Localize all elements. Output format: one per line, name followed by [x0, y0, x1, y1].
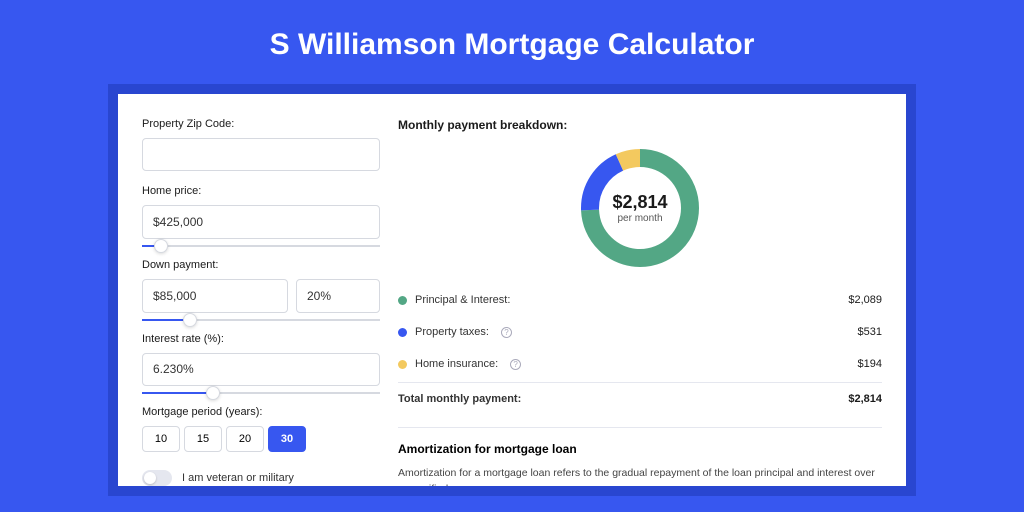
legend-value: $531 — [858, 326, 882, 338]
breakdown-title: Monthly payment breakdown: — [398, 118, 882, 132]
legend-value: $2,089 — [848, 294, 882, 306]
amortization-text: Amortization for a mortgage loan refers … — [398, 466, 882, 486]
down-payment-slider[interactable] — [142, 319, 380, 321]
period-option-15[interactable]: 15 — [184, 426, 222, 452]
page-title: S Williamson Mortgage Calculator — [0, 0, 1024, 84]
legend-dot — [398, 296, 407, 305]
interest-rate-label: Interest rate (%): — [142, 333, 380, 345]
info-icon[interactable]: ? — [501, 327, 512, 338]
total-row: Total monthly payment: $2,814 — [398, 382, 882, 415]
interest-rate-input[interactable] — [142, 353, 380, 386]
period-option-10[interactable]: 10 — [142, 426, 180, 452]
legend: Principal & Interest: $2,089 Property taxe… — [398, 284, 882, 380]
down-payment-row — [142, 279, 380, 313]
legend-row-0: Principal & Interest: $2,089 — [398, 284, 882, 316]
period-label: Mortgage period (years): — [142, 406, 380, 418]
calculator-card: Property Zip Code: Home price: Down paym… — [118, 94, 906, 486]
home-price-slider[interactable] — [142, 245, 380, 247]
breakdown-column: Monthly payment breakdown: $2,814 per mo… — [398, 118, 882, 486]
down-payment-label: Down payment: — [142, 259, 380, 271]
donut-center: $2,814 per month — [580, 148, 700, 268]
veteran-label: I am veteran or military — [182, 472, 294, 484]
period-option-30[interactable]: 30 — [268, 426, 306, 452]
legend-label: Principal & Interest: — [415, 294, 510, 306]
legend-dot — [398, 328, 407, 337]
down-payment-pct-input[interactable] — [296, 279, 380, 313]
inner-wrap: Property Zip Code: Home price: Down paym… — [108, 84, 916, 496]
period-option-20[interactable]: 20 — [226, 426, 264, 452]
veteran-toggle[interactable] — [142, 470, 172, 486]
legend-row-1: Property taxes:? $531 — [398, 316, 882, 348]
legend-label: Home insurance: — [415, 358, 498, 370]
zip-label: Property Zip Code: — [142, 118, 380, 130]
veteran-row: I am veteran or military — [142, 470, 380, 486]
legend-label: Property taxes: — [415, 326, 489, 338]
zip-input[interactable] — [142, 138, 380, 171]
form-column: Property Zip Code: Home price: Down paym… — [142, 118, 380, 486]
total-value: $2,814 — [848, 393, 882, 405]
legend-value: $194 — [858, 358, 882, 370]
donut-sub: per month — [617, 213, 662, 224]
donut-amount: $2,814 — [612, 192, 667, 213]
interest-rate-slider[interactable] — [142, 392, 380, 394]
total-label: Total monthly payment: — [398, 393, 521, 405]
info-icon[interactable]: ? — [510, 359, 521, 370]
amortization-title: Amortization for mortgage loan — [398, 442, 882, 456]
legend-dot — [398, 360, 407, 369]
period-options: 10152030 — [142, 426, 380, 452]
legend-row-2: Home insurance:? $194 — [398, 348, 882, 380]
donut-chart: $2,814 per month — [398, 148, 882, 268]
amortization-section: Amortization for mortgage loan Amortizat… — [398, 427, 882, 486]
home-price-label: Home price: — [142, 185, 380, 197]
home-price-input[interactable] — [142, 205, 380, 238]
down-payment-input[interactable] — [142, 279, 288, 313]
